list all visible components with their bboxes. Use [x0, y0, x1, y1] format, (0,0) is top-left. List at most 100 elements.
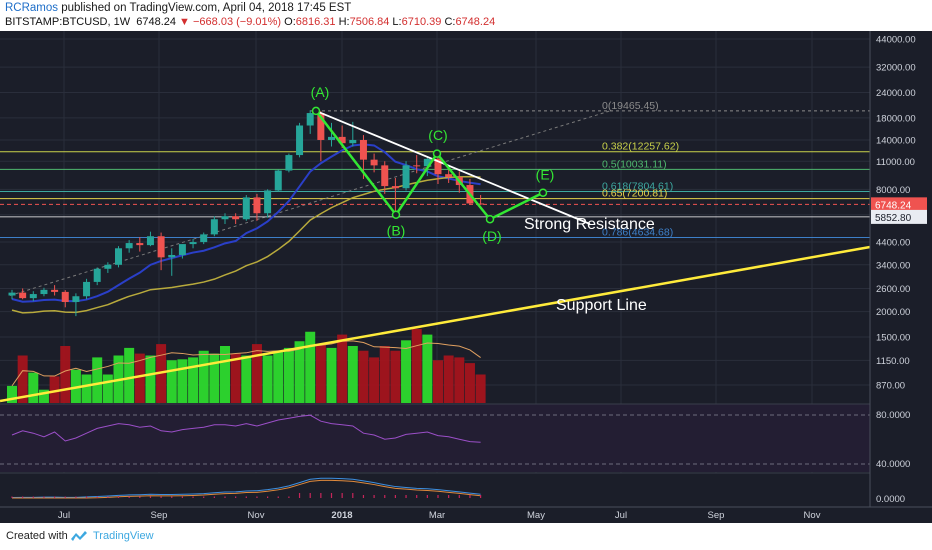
close-value: 6748.24: [455, 16, 496, 28]
macd-histogram-bar: [139, 496, 141, 498]
rsi-tick-label: 80.0000: [876, 410, 910, 421]
macd-histogram-bar: [405, 495, 407, 498]
candle-body: [29, 294, 37, 299]
candle-body: [413, 165, 421, 167]
macd-histogram-bar: [11, 496, 13, 498]
volume-bar: [241, 355, 252, 403]
support-line-label: Support Line: [556, 297, 647, 314]
candle-body: [253, 197, 261, 214]
open-label: O:: [284, 16, 296, 28]
macd-histogram-bar: [277, 496, 279, 498]
candle-body: [168, 254, 176, 258]
price-tick-label: 32000.00: [876, 63, 916, 74]
fib-level-label: 0.65(7200.81): [602, 188, 667, 200]
fib-level-label: 0.5(10031.11): [602, 158, 667, 170]
volume-bar: [38, 389, 49, 403]
chart-area[interactable]: 0(19465.45) 0.382(12257.62) 0.5(10031.11) 0…: [0, 31, 932, 523]
candle-body: [221, 216, 229, 220]
macd-line: [11, 477, 481, 499]
macd-histogram-bar: [298, 493, 301, 498]
wave-label: (E): [536, 166, 555, 182]
candle-body: [423, 158, 431, 167]
macd-histogram-bar: [416, 495, 418, 498]
candle-body: [83, 281, 91, 297]
volume-bar: [7, 385, 17, 403]
macd-histogram-bar: [448, 495, 450, 498]
strong-resistance-label: Strong Resistance: [524, 216, 655, 233]
volume-bar: [209, 353, 220, 403]
volume-bar: [28, 372, 39, 403]
volume-bar: [401, 340, 412, 403]
time-tick-label: Jul: [615, 510, 627, 521]
volume-bar: [198, 350, 209, 403]
volume-bar: [220, 346, 230, 403]
symbol-label[interactable]: BITSTAMP:BTCUSD, 1W: [5, 16, 131, 28]
time-tick-label: Nov: [248, 510, 265, 521]
macd-histogram-bar: [43, 496, 45, 498]
last-price-marker-label: 6748.24: [875, 200, 912, 211]
macd-histogram-bar: [224, 496, 226, 498]
last-price-marker: [871, 197, 927, 212]
candle-body: [51, 289, 59, 292]
high-value: 7506.84: [349, 16, 390, 28]
time-tick-label: Mar: [429, 510, 445, 521]
wave-label: (B): [387, 222, 406, 238]
wave-point: [538, 188, 548, 197]
volume-bar: [475, 374, 486, 403]
support-price-marker-label: 5852.80: [875, 213, 912, 224]
time-tick-label: Nov: [804, 510, 821, 521]
candle-body: [93, 268, 101, 282]
candle-body: [104, 264, 112, 269]
price-tick-label: 4400.00: [876, 238, 910, 249]
fib-level-label: 0.786(4634.68): [602, 226, 673, 238]
volume-ma-line: [11, 340, 481, 387]
macd-histogram-bar: [256, 496, 258, 498]
macd-histogram-bar: [128, 496, 130, 498]
price-tick-label: 2000.00: [876, 307, 910, 318]
volume-bar: [443, 355, 454, 403]
low-label: L:: [392, 16, 402, 28]
volume-bar: [390, 350, 401, 403]
wave-point: [311, 106, 321, 116]
rsi-panel: [0, 404, 870, 472]
candle-body: [381, 165, 389, 187]
candle-body: [306, 113, 314, 126]
tradingview-brand[interactable]: TradingView: [93, 530, 154, 542]
macd-histogram-bar: [32, 496, 34, 498]
macd-histogram-bar: [320, 493, 322, 498]
macd-histogram-bar: [309, 493, 311, 498]
macd-histogram-bar: [235, 496, 237, 498]
volume-bar: [81, 374, 92, 403]
price-tick-label: 1500.00: [876, 332, 910, 343]
time-tick-label: Sep: [151, 510, 168, 521]
volume-bar: [347, 346, 358, 403]
candle-body: [157, 236, 165, 258]
candle-body: [391, 186, 399, 189]
volume-bar: [283, 347, 294, 403]
price-chart[interactable]: 0(19465.45) 0.382(12257.62) 0.5(10031.11) 0…: [0, 31, 932, 523]
macd-histogram-bar: [394, 495, 396, 498]
chart-footer: Created with TradingView: [0, 523, 932, 550]
candle-body: [242, 197, 250, 220]
macd-histogram-bar: [245, 496, 247, 498]
macd-histogram-bar: [107, 496, 109, 498]
volume-bar: [411, 328, 422, 403]
tradingview-logo-icon[interactable]: [70, 529, 88, 543]
candle-body: [8, 292, 16, 296]
wave-label: (A): [311, 84, 330, 100]
price-tick-label: 2600.00: [876, 284, 910, 295]
candle-body: [434, 158, 442, 175]
macd-signal-line: [12, 479, 481, 499]
candle-body: [274, 170, 282, 191]
volume-bar: [188, 357, 199, 403]
resistance-line: [315, 110, 591, 225]
macd-histogram-bar: [267, 496, 269, 498]
created-with-text: Created with: [6, 530, 68, 542]
author-link[interactable]: RCRamos: [5, 2, 59, 14]
candle-body: [359, 139, 367, 160]
candle-body: [328, 136, 335, 140]
macd-histogram-bar: [469, 495, 471, 498]
support-line: [0, 245, 871, 403]
volume-bar: [262, 355, 273, 403]
down-arrow-icon: ▼: [179, 16, 190, 28]
